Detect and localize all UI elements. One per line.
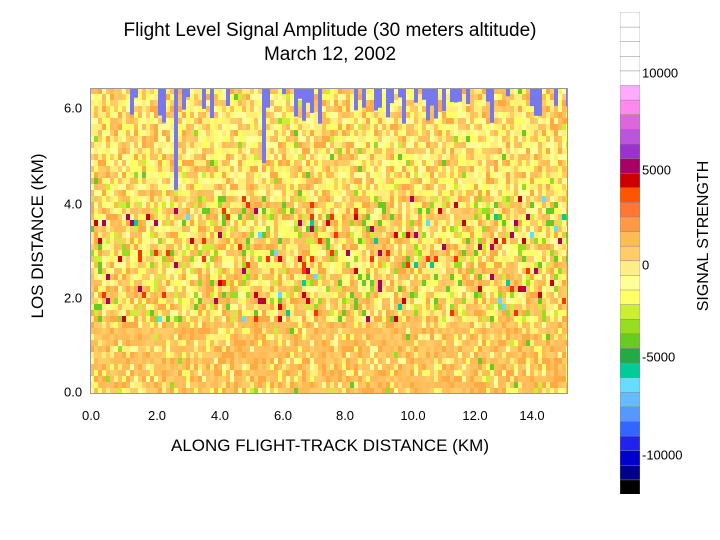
colorbar-swatch <box>620 260 640 276</box>
low-signal-streaks <box>130 88 568 190</box>
colorbar-swatch <box>620 201 640 218</box>
colorbar-swatch <box>620 26 640 42</box>
x-tick-label: 14.0 <box>519 408 545 423</box>
heatmap-cells <box>90 88 568 394</box>
chart-subtitle: March 12, 2002 <box>263 44 397 65</box>
colorbar-label: SIGNAL STRENGTH <box>695 160 712 312</box>
colorbar-tick-label: -5000 <box>642 349 676 365</box>
colorbar-swatch <box>620 289 640 305</box>
colorbar-swatch <box>620 245 640 262</box>
colorbar-swatch <box>620 187 640 203</box>
plot-frame <box>90 88 568 394</box>
colorbar-swatch <box>620 216 640 232</box>
colorbar-swatch <box>620 435 640 451</box>
colorbar-swatch <box>620 143 640 159</box>
colorbar-swatch <box>620 464 640 481</box>
colorbar-tick-label: -10000 <box>642 447 683 463</box>
x-tick-label: 10.0 <box>400 408 426 423</box>
colorbar-swatch <box>620 479 640 494</box>
colorbar-swatch <box>620 70 640 86</box>
colorbar-swatch <box>620 362 640 378</box>
y-tick-label: 0.0 <box>64 384 83 400</box>
x-tick-label: 12.0 <box>462 408 488 423</box>
colorbar-swatch <box>620 157 640 174</box>
colorbar-tick-label: 10000 <box>642 65 679 81</box>
colorbar-swatch <box>620 274 640 291</box>
colorbar-swatch <box>620 420 640 437</box>
colorbar-swatch <box>620 333 640 349</box>
y-tick-label: 6.0 <box>64 100 83 116</box>
x-tick-label: 2.0 <box>147 408 167 423</box>
colorbar-swatch <box>620 347 640 364</box>
y-axis-label: LOS DISTANCE (KM) <box>28 153 47 319</box>
colorbar-swatch <box>620 113 640 130</box>
colorbar-tick-label: 0 <box>642 257 650 273</box>
colorbar-swatch <box>620 55 640 72</box>
colorbar-swatch <box>620 40 640 57</box>
chart-title: Flight Level Signal Amplitude (30 meters… <box>123 20 537 41</box>
x-tick-label: 6.0 <box>273 408 293 423</box>
y-tick-label: 4.0 <box>64 196 83 212</box>
colorbar-swatch <box>620 376 640 393</box>
colorbar-swatch <box>620 449 640 466</box>
x-axis-label: ALONG FLIGHT-TRACK DISTANCE (KM) <box>171 436 489 455</box>
colorbar-swatch <box>620 406 640 422</box>
colorbar-swatch <box>620 391 640 408</box>
colorbar-swatch <box>620 230 640 247</box>
colorbar-tick-label: 5000 <box>642 162 671 178</box>
colorbar-swatch <box>620 12 640 28</box>
x-tick-label: 4.0 <box>210 408 230 423</box>
x-tick-label: 0.0 <box>81 408 101 423</box>
colorbar-swatch <box>620 303 640 320</box>
colorbar-swatch <box>620 84 640 101</box>
colorbar-swatch <box>620 318 640 335</box>
colorbar-swatch <box>620 172 640 189</box>
x-tick-label: 8.0 <box>335 408 355 423</box>
colorbar-swatch <box>620 99 640 115</box>
colorbar <box>620 12 640 494</box>
colorbar-swatch <box>620 128 640 145</box>
heatmap-plot-area <box>90 88 568 394</box>
y-tick-label: 2.0 <box>64 290 83 306</box>
